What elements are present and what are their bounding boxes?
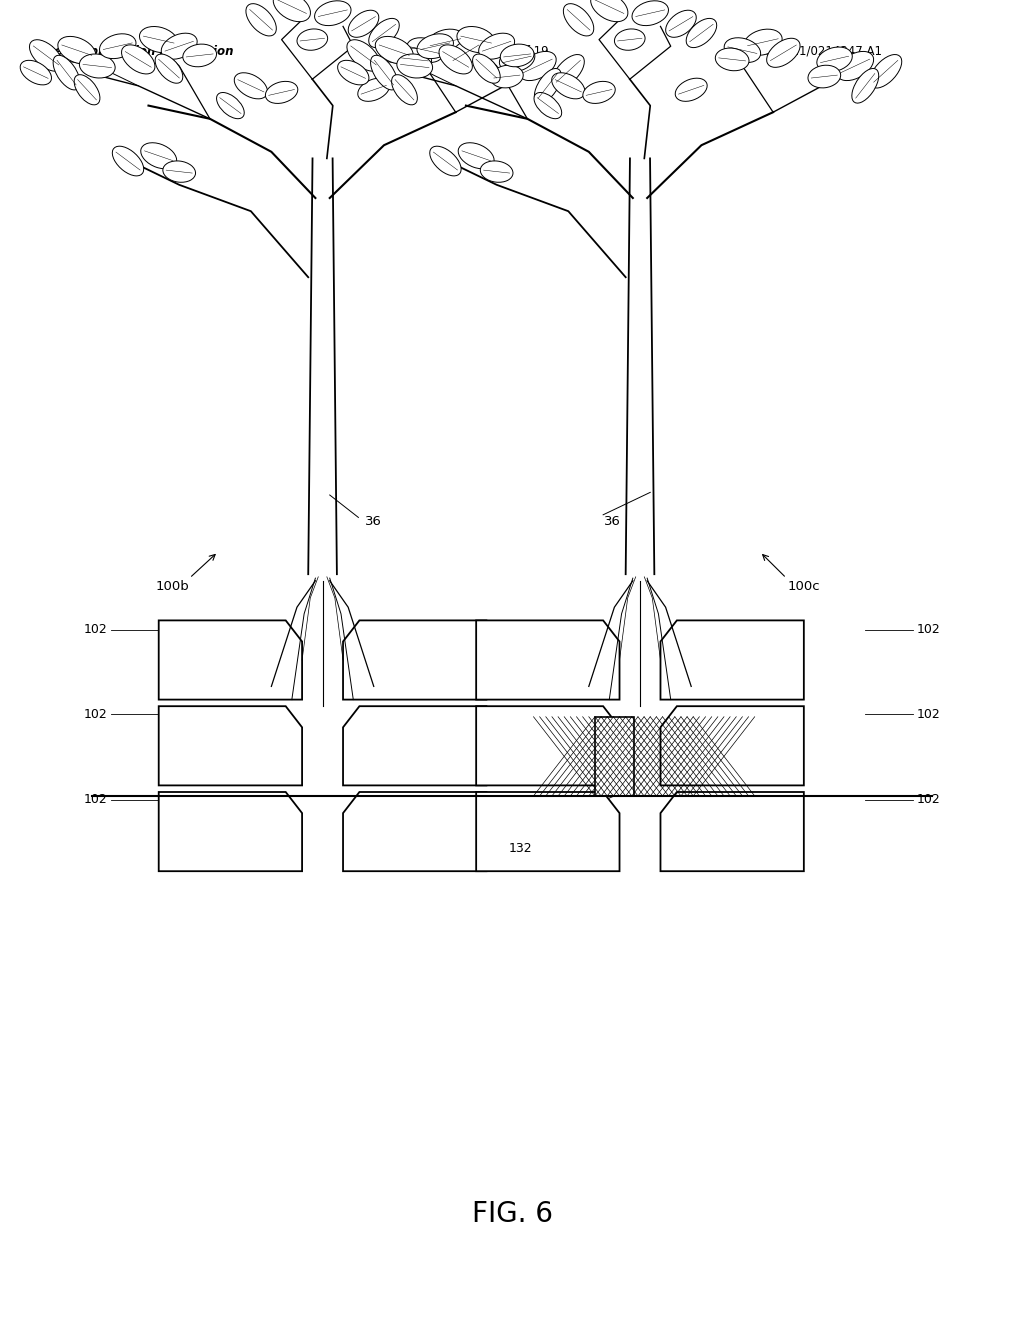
Ellipse shape [501,44,534,67]
Polygon shape [343,620,486,700]
Ellipse shape [869,54,902,88]
Ellipse shape [686,18,717,48]
Ellipse shape [297,29,328,50]
Ellipse shape [30,40,62,71]
Ellipse shape [743,29,782,55]
Ellipse shape [407,38,443,62]
Text: 36: 36 [604,515,621,528]
Ellipse shape [472,54,501,83]
Polygon shape [660,620,804,700]
Ellipse shape [478,33,515,59]
Polygon shape [343,706,486,785]
Text: 132: 132 [508,842,532,855]
Text: 102: 102 [916,623,940,636]
Ellipse shape [490,65,523,88]
Ellipse shape [426,29,465,55]
Text: Patent Application Publication: Patent Application Publication [33,45,233,58]
Ellipse shape [552,73,585,99]
Ellipse shape [265,82,298,103]
Ellipse shape [398,48,431,71]
Polygon shape [476,792,620,871]
Ellipse shape [139,26,178,53]
Ellipse shape [216,92,245,119]
Ellipse shape [591,0,628,21]
Polygon shape [343,792,486,871]
Ellipse shape [53,55,80,90]
Ellipse shape [99,34,136,58]
Polygon shape [159,620,302,700]
Text: 36: 36 [365,515,381,528]
Ellipse shape [74,75,100,104]
Ellipse shape [767,38,800,67]
Ellipse shape [347,40,380,71]
Text: 100b: 100b [156,579,188,593]
Ellipse shape [57,37,96,63]
Text: US 2011/0214347 A1: US 2011/0214347 A1 [757,45,882,58]
Ellipse shape [273,0,310,21]
Ellipse shape [583,82,615,103]
Ellipse shape [391,75,418,104]
Ellipse shape [113,147,143,176]
Ellipse shape [808,65,841,88]
Polygon shape [476,706,620,785]
Text: 102: 102 [916,708,940,721]
Ellipse shape [314,1,351,25]
Ellipse shape [675,78,708,102]
Ellipse shape [450,38,482,67]
Ellipse shape [837,51,873,81]
Ellipse shape [666,11,696,37]
Ellipse shape [534,92,562,119]
Ellipse shape [500,48,535,71]
Ellipse shape [161,33,198,59]
Ellipse shape [122,45,155,74]
Ellipse shape [480,161,513,182]
Ellipse shape [348,11,379,37]
Text: 102: 102 [916,793,940,807]
Ellipse shape [163,161,196,182]
Text: 102: 102 [84,793,108,807]
Ellipse shape [375,37,414,63]
Ellipse shape [535,69,561,103]
Ellipse shape [457,26,496,53]
Ellipse shape [20,61,51,84]
Polygon shape [476,620,620,700]
Ellipse shape [140,143,177,169]
Ellipse shape [430,147,461,176]
Ellipse shape [155,54,183,83]
Ellipse shape [519,51,556,81]
Ellipse shape [716,48,749,71]
Text: FIG. 6: FIG. 6 [471,1200,553,1229]
Ellipse shape [369,18,399,48]
Ellipse shape [357,78,390,102]
Text: 102: 102 [84,708,108,721]
Polygon shape [159,706,302,785]
Ellipse shape [552,54,585,88]
Ellipse shape [458,143,495,169]
Polygon shape [660,706,804,785]
Ellipse shape [632,1,669,25]
Polygon shape [660,792,804,871]
Ellipse shape [563,4,594,36]
Ellipse shape [417,34,454,58]
Ellipse shape [371,55,397,90]
Polygon shape [159,792,302,871]
Ellipse shape [234,73,267,99]
Ellipse shape [439,45,472,74]
Bar [595,717,634,796]
Text: 100c: 100c [787,579,820,593]
Ellipse shape [183,44,216,67]
Text: 102: 102 [84,623,108,636]
Ellipse shape [724,38,761,62]
Ellipse shape [80,54,115,78]
Ellipse shape [614,29,645,50]
Ellipse shape [246,4,276,36]
Text: Sep. 8, 2011   Sheet 3 of 19: Sep. 8, 2011 Sheet 3 of 19 [384,45,548,58]
Ellipse shape [817,48,852,71]
Ellipse shape [852,69,879,103]
Ellipse shape [338,61,369,84]
Ellipse shape [397,54,432,78]
